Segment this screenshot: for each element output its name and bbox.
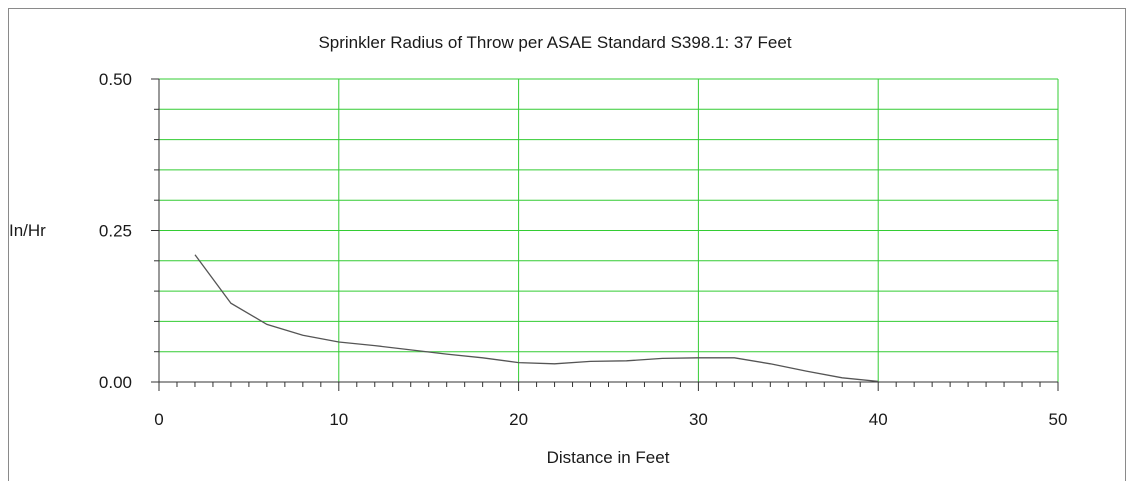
x-tick-label: 30 [689, 410, 708, 429]
chart-title: Sprinkler Radius of Throw per ASAE Stand… [318, 33, 791, 52]
x-tick-label: 10 [329, 410, 348, 429]
y-tick-label: 0.50 [99, 70, 132, 89]
tick-marks [151, 78, 1059, 391]
grid-lines [159, 78, 1059, 382]
x-tick-label: 40 [869, 410, 888, 429]
series-line [194, 254, 879, 383]
x-axis-label: Distance in Feet [547, 448, 670, 467]
y-tick-label: 0.00 [99, 373, 132, 392]
y-axis-label: In/Hr [9, 221, 46, 240]
x-tick-label: 0 [154, 410, 163, 429]
y-tick-label: 0.25 [99, 222, 132, 241]
chart-frame [8, 8, 1126, 481]
series-group [194, 254, 879, 383]
x-tick-labels: 0 10 20 30 40 50 [154, 410, 1067, 429]
x-tick-label: 20 [509, 410, 528, 429]
y-tick-labels: 0.00 0.25 0.50 [99, 70, 132, 392]
x-tick-label: 50 [1049, 410, 1068, 429]
